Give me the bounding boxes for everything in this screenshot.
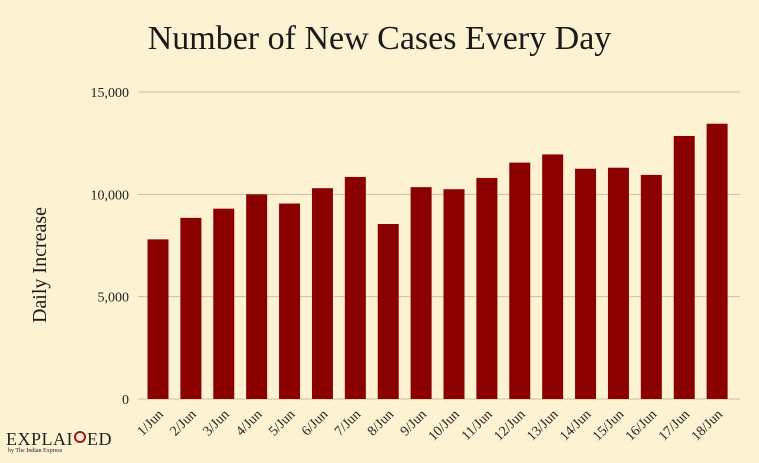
- magnifier-icon: [74, 431, 86, 443]
- explained-logo: EXPLAI ED by The Indian Express: [6, 430, 112, 454]
- x-axis-ticks: 1/Jun 2/Jun 3/Jun 4/Jun 5/Jun 6/Jun 7/Jun 8/Jun…: [135, 407, 726, 444]
- bar-2-jun: [180, 217, 202, 399]
- x-tick-label: 5/Jun: [266, 407, 298, 439]
- bar-4-jun: [246, 194, 268, 399]
- y-axis-label: Daily Increase: [29, 207, 51, 323]
- bar-17-jun: [673, 136, 695, 399]
- x-tick-label: 13/Jun: [524, 407, 561, 444]
- bar-18-jun: [706, 123, 728, 400]
- x-tick-label: 2/Jun: [168, 407, 200, 439]
- bar-16-jun: [640, 174, 662, 399]
- brand-name-right: ED: [87, 429, 112, 449]
- bar-6-jun: [311, 188, 333, 399]
- x-tick-label: 9/Jun: [398, 407, 430, 439]
- bar-12-jun: [509, 162, 531, 399]
- x-tick-label: 18/Jun: [689, 407, 726, 444]
- y-axis-ticks: 0 5,000 10,000 15,000: [91, 86, 130, 408]
- x-tick-label: 10/Jun: [426, 407, 463, 444]
- x-tick-label: 11/Jun: [459, 407, 496, 444]
- y-tick-label: 5,000: [98, 291, 130, 306]
- bars: [147, 123, 728, 400]
- x-tick-label: 3/Jun: [201, 407, 233, 439]
- bar-11-jun: [476, 177, 498, 399]
- x-tick-label: 15/Jun: [590, 407, 627, 444]
- chart-title: Number of New Cases Every Day: [147, 20, 612, 57]
- bar-3-jun: [213, 208, 235, 399]
- x-tick-label: 12/Jun: [492, 407, 529, 444]
- bar-8-jun: [377, 224, 399, 399]
- y-tick-label: 10,000: [91, 188, 130, 203]
- bar-14-jun: [575, 168, 597, 399]
- brand-name-left: EXPLAI: [6, 429, 73, 449]
- y-tick-label: 15,000: [91, 86, 130, 101]
- x-tick-label: 4/Jun: [233, 407, 265, 439]
- bar-5-jun: [279, 203, 301, 399]
- x-tick-label: 17/Jun: [656, 407, 693, 444]
- x-tick-label: 16/Jun: [623, 407, 660, 444]
- brand-subtitle: by The Indian Express: [8, 448, 63, 454]
- x-tick-label: 6/Jun: [299, 407, 331, 439]
- bar-9-jun: [410, 187, 432, 399]
- brand-name: EXPLAI ED: [6, 430, 112, 448]
- bar-7-jun: [344, 176, 366, 399]
- y-tick-label: 0: [122, 393, 129, 408]
- bar-15-jun: [607, 167, 629, 399]
- x-tick-label: 14/Jun: [557, 407, 594, 444]
- bar-10-jun: [443, 189, 465, 399]
- x-tick-label: 1/Jun: [135, 407, 167, 439]
- bar-1-jun: [147, 239, 169, 399]
- x-tick-label: 8/Jun: [365, 407, 397, 439]
- x-tick-label: 7/Jun: [332, 407, 364, 439]
- gridlines: [138, 91, 740, 400]
- bar-13-jun: [542, 154, 564, 399]
